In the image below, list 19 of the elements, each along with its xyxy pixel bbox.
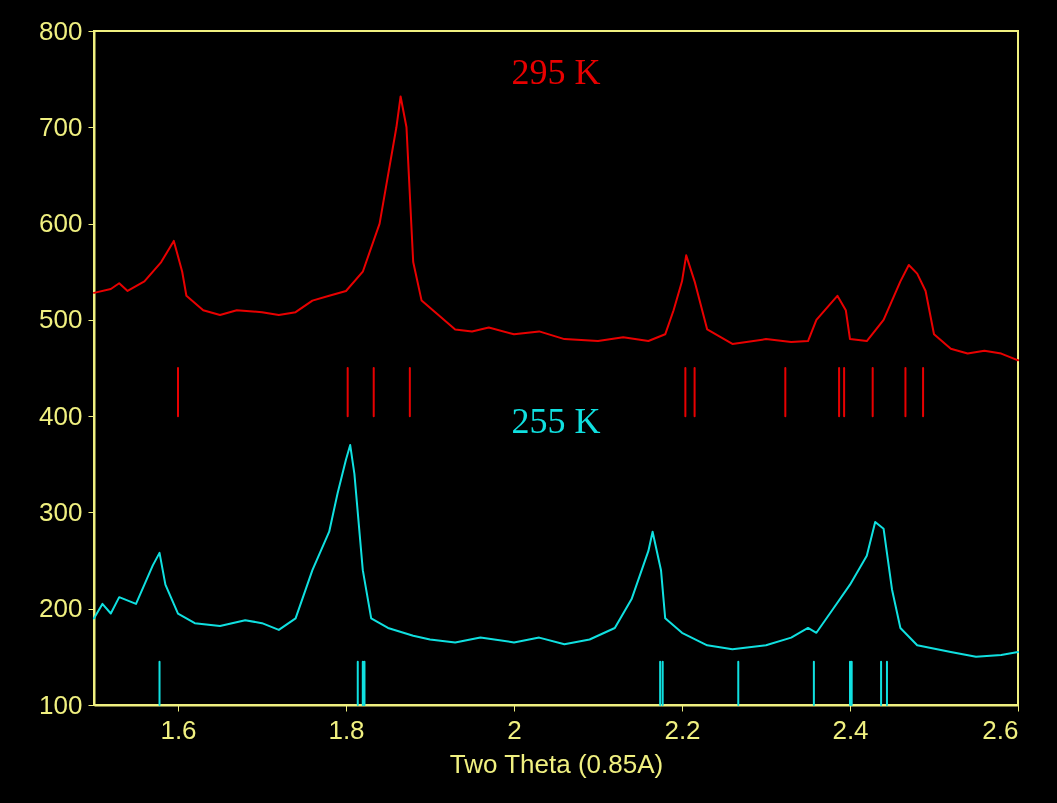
x-tick-label: 2 [507,714,522,745]
text: 295 K [511,52,601,93]
x-tick-label: 2.2 [664,714,701,745]
x-tick-label: 1.6 [160,714,197,745]
y-tick-label: 600 [39,208,83,239]
y-tick-label: 700 [39,111,83,142]
line-series [93,95,1019,362]
y-tick-label: 800 [39,15,83,46]
x-tick-label: 2.6 [982,714,1019,745]
x-axis-title: Two Theta (0.85A) [449,748,664,779]
y-tick-label: 200 [39,593,83,624]
text: 255 K [511,401,601,442]
y-tick-label: 100 [39,689,83,720]
y-tick-label: 500 [39,304,83,335]
y-tick-label: 400 [39,400,83,431]
line-series [93,444,1019,658]
x-tick-label: 2.4 [832,714,869,745]
x-tick-label: 1.8 [328,714,365,745]
y-tick-label: 300 [39,496,83,527]
